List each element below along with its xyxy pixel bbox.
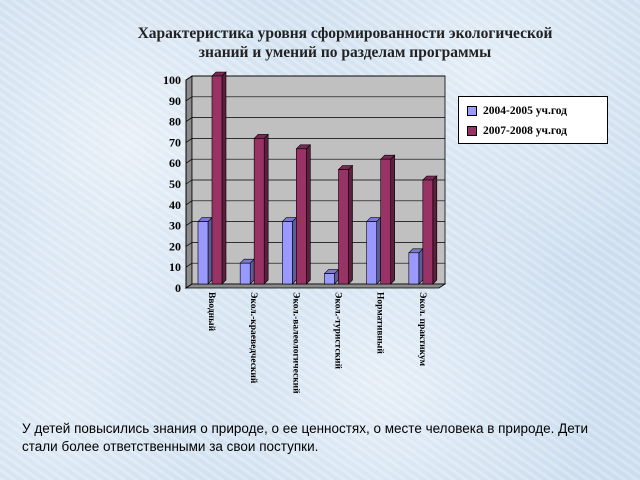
bar-series-1: [239, 262, 251, 285]
legend-swatch-series-2: [467, 126, 477, 136]
y-tick-label: 80: [169, 115, 181, 129]
bar-side-2: [390, 154, 395, 285]
bar-side-1: [207, 216, 213, 285]
bar-side-1: [418, 248, 424, 285]
y-tick-label: 90: [169, 94, 181, 108]
chart-title: Характеристика уровня сформированности э…: [110, 24, 580, 62]
chart-title-line-1: Характеристика уровня сформированности э…: [137, 25, 553, 42]
chart-floor: [184, 283, 447, 289]
y-tick-label: 100: [163, 73, 181, 87]
y-tick-label: 30: [169, 219, 181, 233]
bar-series-2: [253, 138, 265, 285]
bar-side-2: [348, 164, 353, 285]
x-tick-label: Экол. практикум: [417, 292, 427, 367]
x-tick-label: Экол.-валеологический: [290, 292, 301, 394]
bar-series-2: [211, 75, 223, 285]
legend-entry-series-1: 2004-2005 уч.год: [467, 105, 567, 117]
gridline-side: [185, 117, 193, 122]
gridline-side: [185, 242, 193, 247]
legend-entry-series-2: 2007-2008 уч.год: [467, 125, 567, 137]
bar-series-1: [282, 221, 293, 285]
bar-series-1: [197, 221, 209, 285]
bar-side-2: [306, 144, 311, 285]
bar-side-2: [263, 133, 269, 285]
chart-title-line-2: знаний и умений по разделам программы: [198, 44, 492, 61]
gridline-side: [185, 75, 193, 81]
legend-swatch-series-1: [467, 106, 477, 116]
bar-side-1: [376, 216, 381, 285]
legend-label-series-1: 2004-2005 уч.год: [483, 105, 567, 117]
bar-series-2: [296, 148, 307, 285]
gridline-side: [185, 138, 193, 143]
y-tick-label: 70: [169, 135, 181, 149]
gridline-side: [185, 96, 193, 102]
bar-side-2: [432, 175, 438, 285]
bar-series-2: [422, 179, 434, 285]
gridline-side: [185, 221, 193, 226]
caption-text: У детей повысились знания о природе, о е…: [22, 421, 589, 454]
gridline-side: [185, 262, 193, 268]
y-tick-label: 0: [175, 281, 181, 295]
y-tick-label: 20: [169, 239, 181, 253]
y-tick-label: 40: [169, 198, 181, 212]
y-tick-label: 10: [169, 260, 181, 274]
gridline-side: [185, 200, 193, 206]
gridline-side: [185, 158, 193, 164]
x-tick-label: Нормативный: [375, 292, 386, 354]
bar-side-2: [221, 71, 227, 285]
bar-series-1: [324, 273, 335, 285]
bar-side-1: [292, 216, 297, 285]
legend-label-series-2: 2007-2008 уч.год: [483, 125, 567, 137]
y-tick-label: 50: [169, 177, 181, 191]
bar-series-2: [338, 169, 349, 285]
bar-series-1: [408, 252, 420, 285]
x-tick-label: Экол.-краеведческий: [248, 292, 259, 384]
x-tick-label: Экол.-туристский: [333, 292, 344, 369]
x-tick-label: Вводный: [206, 292, 217, 332]
y-tick-label: 60: [169, 156, 181, 170]
bar-series-1: [366, 221, 377, 285]
bar-series-2: [380, 158, 391, 285]
chart-legend: 2004-2005 уч.год 2007-2008 уч.год: [458, 96, 608, 144]
gridline-side: [185, 179, 193, 185]
